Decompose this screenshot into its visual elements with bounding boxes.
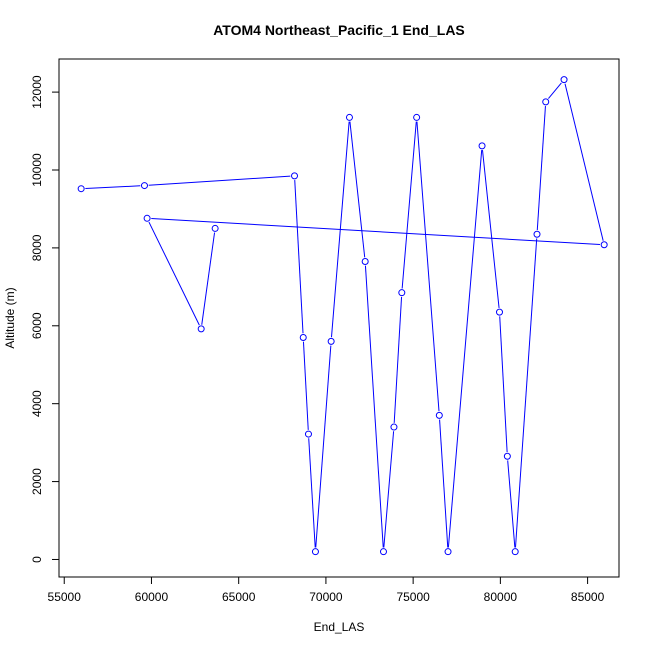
- data-point: [478, 142, 486, 150]
- data-point: [560, 76, 568, 84]
- y-tick-label: 2000: [30, 468, 44, 495]
- series-segment: [294, 180, 304, 334]
- series-segment: [548, 82, 562, 99]
- data-point: [398, 289, 406, 297]
- series-segment: [564, 83, 604, 241]
- data-point: [291, 172, 299, 180]
- y-tick-label: 12000: [30, 75, 44, 109]
- series-segment: [302, 341, 309, 430]
- data-point: [413, 113, 421, 121]
- x-tick-label: 65000: [222, 590, 256, 604]
- y-axis: 0 2000 4000 6000 8000 10000 12000: [30, 75, 60, 563]
- data-point: [444, 548, 452, 556]
- data-point: [327, 337, 335, 345]
- series-segment: [85, 185, 141, 189]
- data-point: [345, 113, 353, 121]
- y-tick-label: 8000: [30, 234, 44, 261]
- series-segment: [148, 221, 200, 326]
- data-point: [379, 548, 387, 556]
- series-segment: [349, 121, 366, 258]
- plot-area-border: [58, 58, 620, 578]
- data-point: [600, 241, 608, 249]
- data-point: [503, 452, 511, 460]
- series-segment: [416, 121, 440, 412]
- data-point: [435, 411, 443, 419]
- y-axis-label: Altitude (m): [3, 287, 17, 348]
- x-tick-label: 75000: [396, 590, 430, 604]
- data-point: [533, 230, 541, 238]
- series-segment: [315, 345, 332, 548]
- x-tick-label: 85000: [571, 590, 605, 604]
- data-point: [299, 333, 307, 341]
- series-segment: [401, 121, 417, 289]
- series-segment: [383, 431, 395, 548]
- series-segment: [507, 460, 516, 548]
- series-segment: [514, 238, 538, 548]
- data-point: [197, 325, 205, 333]
- data-point: [361, 258, 369, 266]
- y-tick-label: 6000: [30, 312, 44, 339]
- series-0: [77, 76, 608, 556]
- x-tick-label: 55000: [48, 590, 82, 604]
- data-point: [140, 182, 148, 190]
- y-tick-label: 0: [30, 556, 44, 563]
- series-segment: [148, 175, 291, 186]
- series-segment: [439, 419, 449, 548]
- data-point: [390, 423, 398, 431]
- series-segment: [364, 265, 384, 548]
- series-segment: [151, 218, 601, 246]
- data-point: [304, 430, 312, 438]
- series-segment: [201, 232, 216, 325]
- series-segment: [393, 296, 403, 423]
- x-axis: 55000 60000 65000 70000 75000 80000 85000: [48, 576, 605, 604]
- data-point: [495, 308, 503, 316]
- data-point: [511, 548, 519, 556]
- series-segment: [308, 438, 316, 548]
- chart-title: ATOM4 Northeast_Pacific_1 End_LAS: [213, 22, 465, 38]
- x-tick-label: 80000: [484, 590, 518, 604]
- data-point: [311, 548, 319, 556]
- data-point: [77, 185, 85, 193]
- series-segment: [447, 149, 483, 548]
- x-tick-label: 60000: [135, 590, 169, 604]
- x-tick-label: 70000: [309, 590, 343, 604]
- y-tick-label: 4000: [30, 390, 44, 417]
- y-tick-label: 10000: [30, 153, 44, 187]
- series-segment: [499, 316, 508, 453]
- data-point: [542, 98, 550, 106]
- series-segment: [481, 149, 500, 309]
- series-segment: [536, 106, 546, 231]
- data-point: [143, 214, 151, 222]
- x-axis-label: End_LAS: [314, 620, 365, 634]
- series-layer: [77, 76, 608, 556]
- data-point: [211, 224, 219, 232]
